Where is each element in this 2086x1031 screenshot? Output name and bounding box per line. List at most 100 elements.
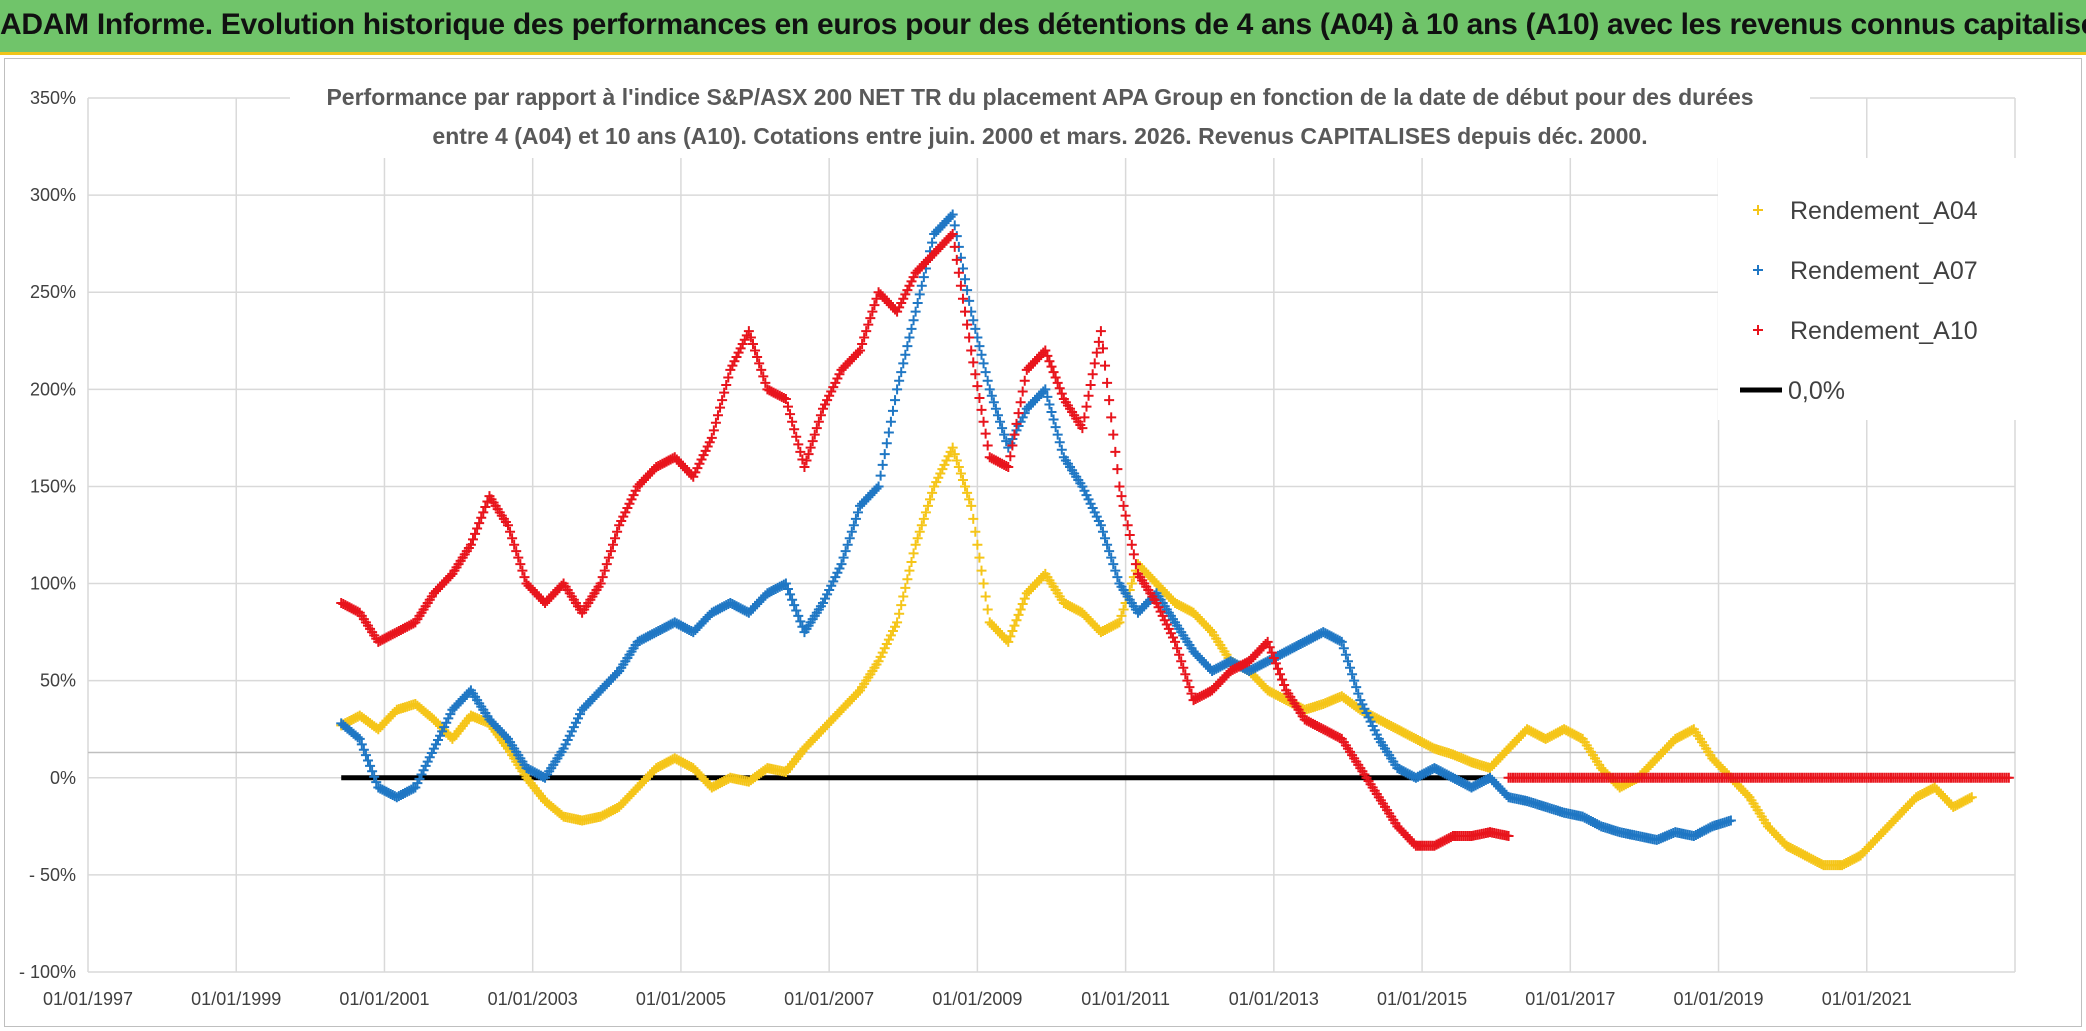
- point-rendement-a07: [906, 323, 917, 334]
- chart-subtitle-line2: entre 4 (A04) et 10 ans (A10). Cotations…: [432, 123, 1647, 149]
- point-rendement-a10: [706, 432, 717, 443]
- point-rendement-a07: [1052, 429, 1063, 440]
- point-rendement-a07: [1044, 399, 1055, 410]
- point-rendement-a10: [1056, 388, 1067, 399]
- point-rendement-a07: [1050, 422, 1061, 433]
- point-rendement-a07: [892, 384, 903, 395]
- point-rendement-a04: [906, 556, 917, 567]
- point-rendement-a10: [970, 369, 981, 380]
- point-rendement-a04: [1013, 609, 1024, 620]
- y-tick-label: - 50%: [29, 865, 76, 885]
- point-rendement-a07: [945, 211, 956, 222]
- point-rendement-a07: [1097, 526, 1108, 537]
- point-rendement-a07: [838, 552, 849, 563]
- point-rendement-a04: [1205, 624, 1216, 635]
- point-rendement-a04: [980, 591, 991, 602]
- point-rendement-a04: [1007, 626, 1018, 637]
- point-rendement-a07: [902, 341, 913, 352]
- point-rendement-a10: [467, 534, 478, 545]
- data-points-layer: [336, 209, 2014, 871]
- point-rendement-a04: [892, 617, 903, 628]
- point-rendement-a04: [949, 449, 960, 460]
- point-rendement-a10: [750, 345, 761, 356]
- point-rendement-a04: [914, 526, 925, 537]
- point-rendement-a07: [877, 459, 888, 470]
- point-rendement-a10: [861, 326, 872, 337]
- point-rendement-a10: [1264, 642, 1275, 653]
- point-rendement-a10: [1268, 653, 1279, 664]
- point-rendement-a07: [918, 272, 929, 283]
- point-rendement-a10: [1110, 446, 1121, 457]
- point-rendement-a10: [478, 507, 489, 518]
- point-rendement-a04: [968, 513, 979, 524]
- x-tick-label: 01/01/2001: [339, 989, 429, 1009]
- point-rendement-a04: [896, 600, 907, 611]
- point-rendement-a10: [863, 319, 874, 330]
- point-rendement-a10: [1007, 440, 1018, 451]
- point-rendement-a07: [1048, 414, 1059, 425]
- point-rendement-a04: [970, 526, 981, 537]
- point-rendement-a04: [982, 604, 993, 615]
- point-rendement-a10: [855, 345, 866, 356]
- point-rendement-a04: [1112, 618, 1123, 629]
- point-rendement-a10: [480, 501, 491, 512]
- point-rendement-a10: [865, 313, 876, 324]
- point-rendement-a10: [1097, 343, 1108, 354]
- point-rendement-a10: [1174, 649, 1185, 660]
- point-rendement-a10: [807, 436, 818, 447]
- point-rendement-a07: [1046, 406, 1057, 417]
- point-rendement-a10: [1050, 372, 1061, 383]
- point-rendement-a10: [1180, 669, 1191, 680]
- point-rendement-a10: [710, 417, 721, 428]
- point-rendement-a10: [811, 423, 822, 434]
- point-rendement-a10: [1118, 500, 1129, 511]
- point-rendement-a04: [1005, 631, 1016, 642]
- point-rendement-a10: [1266, 647, 1277, 658]
- point-rendement-a07: [782, 583, 793, 594]
- point-rendement-a07: [850, 513, 861, 524]
- point-rendement-a04: [912, 533, 923, 544]
- point-rendement-a10: [964, 332, 975, 343]
- point-rendement-a10: [599, 565, 610, 576]
- point-rendement-a10: [758, 371, 769, 382]
- point-rendement-a10: [509, 539, 520, 550]
- point-rendement-a10: [1017, 386, 1028, 397]
- point-rendement-a10: [1272, 663, 1283, 674]
- point-rendement-a04: [1019, 593, 1030, 604]
- y-tick-label: - 100%: [19, 962, 76, 982]
- point-rendement-a10: [1013, 408, 1024, 419]
- point-rendement-a10: [780, 394, 791, 405]
- point-rendement-a04: [974, 552, 985, 563]
- point-rendement-a07: [358, 744, 369, 755]
- point-rendement-a10: [1040, 345, 1051, 356]
- point-rendement-a07: [898, 358, 909, 369]
- point-rendement-a10: [1170, 636, 1181, 647]
- point-rendement-a10: [945, 231, 956, 242]
- point-rendement-a07: [1351, 682, 1362, 693]
- point-rendement-a07: [1725, 815, 1736, 826]
- point-rendement-a07: [836, 559, 847, 570]
- point-rendement-a10: [869, 300, 880, 311]
- point-rendement-a10: [953, 267, 964, 278]
- point-rendement-a07: [1338, 643, 1349, 654]
- point-rendement-a10: [947, 228, 958, 239]
- point-rendement-a10: [972, 381, 983, 392]
- point-rendement-a07: [791, 605, 802, 616]
- point-rendement-a07: [1349, 675, 1360, 686]
- y-tick-label: 350%: [30, 88, 76, 108]
- point-rendement-a10: [1001, 460, 1012, 471]
- point-rendement-a10: [1186, 688, 1197, 699]
- y-tick-label: 200%: [30, 379, 76, 399]
- point-rendement-a10: [980, 428, 991, 439]
- point-rendement-a07: [974, 341, 985, 352]
- point-rendement-a10: [756, 364, 767, 375]
- point-rendement-a04: [908, 548, 919, 559]
- point-rendement-a10: [1130, 559, 1141, 570]
- point-rendement-a07: [887, 405, 898, 416]
- point-rendement-a10: [1087, 369, 1098, 380]
- point-rendement-a07: [785, 589, 796, 600]
- point-rendement-a10: [1106, 412, 1117, 423]
- chart-legend: Rendement_A04 Rendement_A07 Rendement_A10 0…: [1718, 158, 2018, 420]
- point-rendement-a10: [760, 377, 771, 388]
- point-rendement-a07: [1100, 533, 1111, 544]
